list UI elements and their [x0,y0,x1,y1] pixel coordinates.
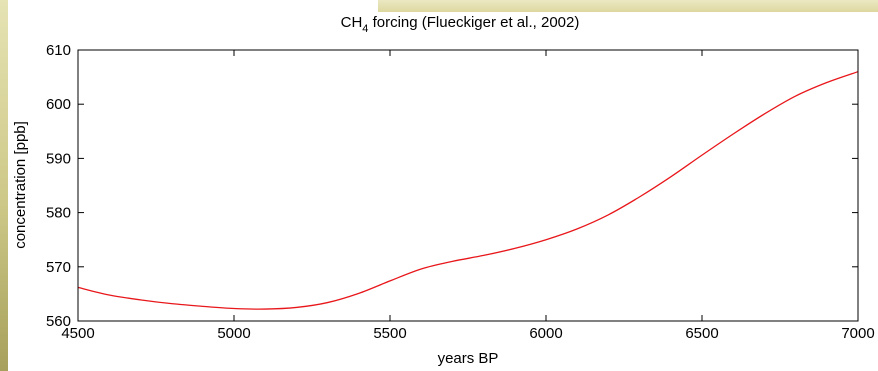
y-axis-label: concentration [ppb] [12,121,29,249]
x-tick-label: 6500 [685,325,718,342]
x-tick-label: 5000 [217,325,250,342]
left-decor-stripe [0,0,8,371]
y-tick-label: 570 [46,259,71,276]
y-tick-label: 600 [46,96,71,113]
chart-title-subscript: 4 [362,23,368,35]
x-tick-label: 5500 [373,325,406,342]
x-axis-label: years BP [438,350,499,367]
x-tick-label: 7000 [841,325,874,342]
y-tick-label: 560 [46,313,71,330]
y-tick-label: 610 [46,42,71,59]
y-tick-label: 580 [46,205,71,222]
x-tick-label: 6000 [529,325,562,342]
chart-title: CH4 forcing (Flueckiger et al., 2002) [341,14,580,35]
chart-title-prefix: CH [341,14,363,31]
chart-title-suffix: forcing (Flueckiger et al., 2002) [368,14,579,31]
plot-frame [77,49,859,322]
series-line [77,71,859,310]
y-tick-label: 590 [46,150,71,167]
top-decor-stripe [378,0,878,12]
x-tick-label: 4500 [61,325,94,342]
